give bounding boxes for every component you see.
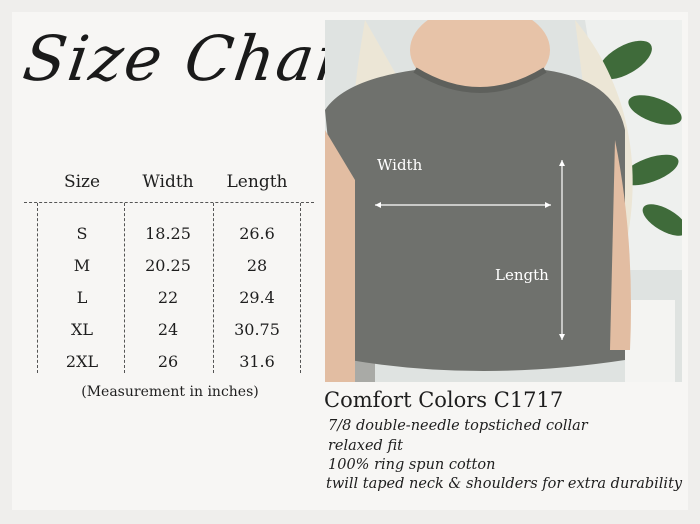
table-divider xyxy=(24,202,314,203)
feature-item: 7/8 double-needle topstiched collar xyxy=(328,418,588,434)
table-cell: 18.25 xyxy=(145,224,191,243)
table-cell: 26 xyxy=(157,352,179,371)
length-label: Length xyxy=(495,266,549,284)
measurement-note: (Measurement in inches) xyxy=(81,384,259,400)
feature-item: relaxed fit xyxy=(328,438,403,454)
model-photo: Width Length xyxy=(325,20,682,382)
column-divider xyxy=(300,203,301,373)
table-cell: 31.6 xyxy=(239,352,275,371)
table-cell: XL xyxy=(70,320,93,339)
table-cell: 28 xyxy=(246,256,268,275)
table-cell: 29.4 xyxy=(239,288,275,307)
table-cell: L xyxy=(76,288,88,307)
column-divider xyxy=(37,203,38,373)
feature-item: 100% ring spun cotton xyxy=(328,457,496,473)
table-cell: S xyxy=(76,224,88,243)
header-width: Width xyxy=(142,172,194,192)
product-name: Comfort Colors C1717 xyxy=(324,388,564,412)
column-divider xyxy=(213,203,214,373)
table-cell: M xyxy=(73,256,91,275)
table-cell: 2XL xyxy=(65,352,99,371)
header-length: Length xyxy=(226,172,288,192)
table-cell: 22 xyxy=(157,288,179,307)
header-size: Size xyxy=(63,172,101,192)
table-cell: 30.75 xyxy=(234,320,280,339)
width-label: Width xyxy=(377,156,423,174)
table-cell: 26.6 xyxy=(239,224,275,243)
table-cell: 24 xyxy=(157,320,179,339)
table-cell: 20.25 xyxy=(145,256,191,275)
feature-item: twill taped neck & shoulders for extra d… xyxy=(326,476,683,492)
column-divider xyxy=(124,203,125,373)
